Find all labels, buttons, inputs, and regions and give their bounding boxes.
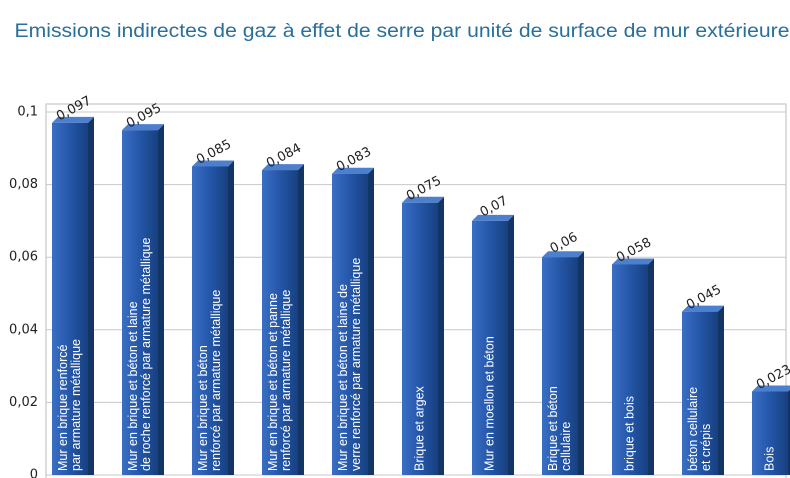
bar-side [578, 251, 584, 475]
y-tick-label: 0,06 [9, 250, 38, 265]
category-label: béton cellulaire [686, 387, 700, 471]
bar-side [158, 124, 164, 476]
y-tick-label: 0,08 [9, 177, 38, 192]
y-tick-label: 0 [30, 468, 38, 478]
bar-top [542, 251, 584, 258]
bar-top [332, 167, 374, 174]
bar-top [612, 258, 654, 265]
category-label: Brique et argex [412, 385, 426, 471]
y-tick-label: 0,02 [9, 395, 38, 410]
category-label: renforcé par armature métallique [279, 290, 293, 471]
category-label: verre renforcé par armature métallique [349, 258, 363, 471]
bar-top [122, 124, 164, 131]
category-label: de roche renforcé par armature métalliqu… [139, 237, 153, 471]
bar [52, 122, 88, 475]
bar-side [228, 160, 234, 475]
bar [402, 202, 438, 475]
bar [542, 257, 578, 475]
bar-side [368, 167, 374, 475]
category-label: Mur en brique et béton [196, 345, 210, 471]
bar [752, 391, 788, 475]
category-label: cellulaire [559, 422, 573, 471]
category-label: Brique et béton [546, 386, 560, 471]
bar-side [298, 164, 304, 475]
category-label: Mur en moellon et béton [482, 336, 496, 471]
bar [612, 264, 648, 475]
category-label: Mur en brique et béton et laine de [336, 284, 350, 471]
bar-top [192, 160, 234, 167]
category-label: Mur en brique renforcé [56, 344, 70, 471]
category-label: et crépis [699, 424, 713, 471]
category-label: Mur en brique et béton et laine [126, 301, 140, 471]
bar-side [648, 258, 654, 475]
bar-side [508, 214, 514, 475]
bar [682, 311, 718, 475]
bar-side [88, 116, 94, 475]
bar [122, 130, 158, 475]
bar-top [472, 214, 514, 221]
chart-title: Emissions indirectes de gaz à effet de s… [15, 21, 790, 42]
bar-top [752, 385, 790, 392]
y-tick-label: 0,1 [17, 105, 38, 120]
bar-top [262, 164, 304, 171]
y-tick-label: 0,04 [9, 322, 38, 337]
category-label: par armature métallique [69, 339, 83, 471]
bar-top [52, 116, 94, 123]
bar-top [682, 305, 724, 312]
bar [262, 170, 298, 475]
category-label: Bois [762, 447, 776, 471]
bar-side [438, 196, 444, 475]
category-label: brique et bois [622, 396, 636, 471]
bar [332, 173, 368, 475]
bar-side [718, 305, 724, 475]
bar-top [402, 196, 444, 203]
plot-frame [45, 103, 787, 478]
bar [472, 220, 508, 475]
bar [192, 166, 228, 475]
category-label: Mur en brique et béton et panne [266, 293, 280, 471]
category-label: renforcé par armature métallique [209, 290, 223, 471]
